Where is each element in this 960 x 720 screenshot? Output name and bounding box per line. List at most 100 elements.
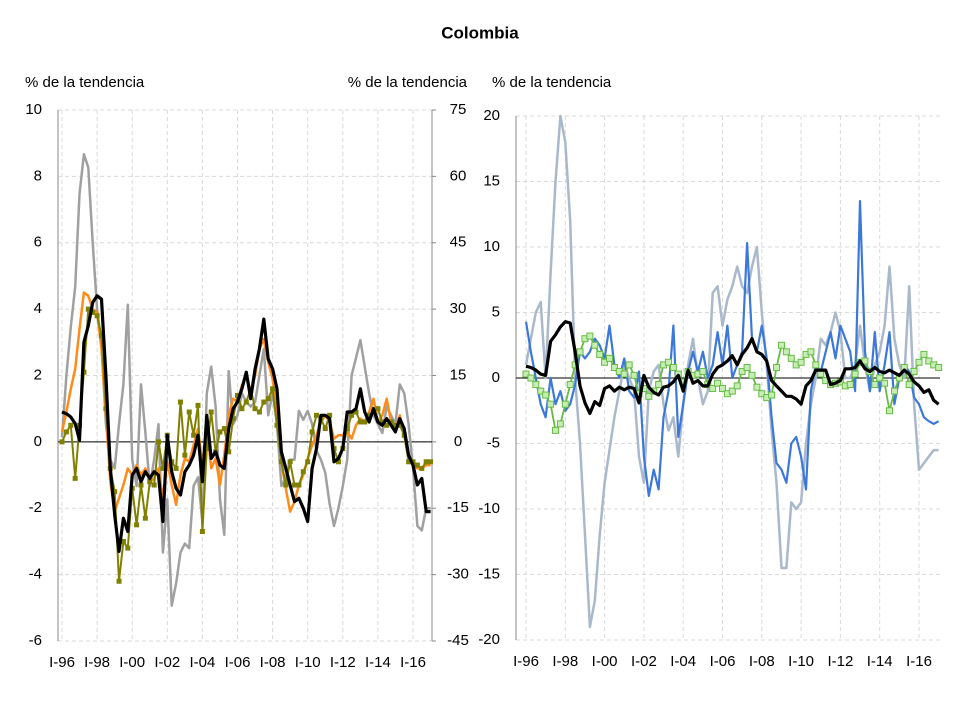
series-marker — [186, 409, 192, 415]
series-marker — [664, 358, 672, 366]
series-marker — [375, 406, 381, 412]
x-tick-label: I-00 — [119, 654, 145, 671]
y-axis-label: % de la tendencia — [25, 74, 145, 91]
series-marker — [313, 412, 319, 418]
series-marker — [116, 578, 122, 584]
x-tick-label: I-00 — [592, 653, 618, 670]
series-marker — [423, 459, 429, 465]
y-tick-label: -20 — [478, 631, 500, 648]
series-marker — [561, 400, 569, 408]
series-marker — [714, 379, 722, 387]
x-tick-label: I-16 — [400, 654, 426, 671]
x-tick-label: I-04 — [670, 653, 696, 670]
series-marker — [265, 396, 271, 402]
series-marker — [876, 374, 884, 382]
y2-axis-label: % de la tendencia — [348, 74, 468, 91]
y-tick-label: 6 — [34, 234, 42, 251]
series-marker — [357, 419, 363, 425]
series-marker — [733, 382, 741, 390]
series-marker — [414, 462, 420, 468]
x-tick-label: I-06 — [225, 654, 251, 671]
series-marker — [243, 399, 249, 405]
y2-tick-label: -15 — [447, 499, 469, 516]
series-marker — [283, 482, 289, 488]
series-marker — [812, 361, 820, 369]
x-tick-label: I-98 — [84, 654, 110, 671]
series-marker — [138, 482, 144, 488]
series-marker — [576, 348, 584, 356]
series-marker — [871, 381, 879, 389]
series-marker — [419, 465, 425, 471]
y-tick-label: -15 — [478, 565, 500, 582]
series-marker — [915, 358, 923, 366]
series-marker — [728, 387, 736, 395]
series-marker — [94, 313, 100, 319]
series-marker — [147, 479, 153, 485]
series-marker — [645, 392, 653, 400]
series-marker — [208, 409, 214, 415]
y-tick-label: -2 — [29, 499, 42, 516]
series-marker — [300, 469, 306, 475]
y2-tick-label: 60 — [450, 167, 467, 184]
x-tick-label: I-02 — [631, 653, 657, 670]
x-tick-label: I-08 — [260, 654, 286, 671]
series-marker — [910, 367, 918, 375]
series-marker — [296, 482, 302, 488]
series-marker — [797, 358, 805, 366]
x-tick-label: I-02 — [154, 654, 180, 671]
x-tick-label: I-10 — [788, 653, 814, 670]
series-marker — [935, 364, 943, 372]
series-marker — [125, 545, 131, 551]
series-marker — [59, 439, 65, 445]
y-tick-label: 5 — [492, 303, 500, 320]
y2-tick-label: -30 — [447, 566, 469, 583]
series-marker — [177, 399, 183, 405]
series-marker — [522, 370, 530, 378]
series-marker — [586, 332, 594, 340]
y-tick-label: 10 — [25, 101, 42, 118]
series-marker — [773, 364, 781, 372]
x-tick-label: I-08 — [749, 653, 775, 670]
series-marker — [63, 429, 69, 435]
series-marker — [625, 361, 633, 369]
x-tick-label: I-96 — [513, 653, 539, 670]
series-marker — [542, 391, 550, 399]
series-line — [61, 294, 431, 553]
y-tick-label: -4 — [29, 566, 42, 583]
x-tick-label: I-10 — [295, 654, 321, 671]
series-marker — [134, 522, 140, 528]
series-marker — [527, 374, 535, 382]
series-marker — [699, 367, 707, 375]
y-tick-label: -6 — [29, 632, 42, 649]
series-marker — [817, 370, 825, 378]
series-marker — [851, 370, 859, 378]
y-tick-label: 10 — [483, 238, 500, 255]
series-marker — [655, 381, 663, 389]
series-marker — [610, 364, 618, 372]
y-tick-label: -10 — [478, 500, 500, 517]
y2-tick-label: 45 — [450, 234, 467, 251]
x-tick-label: I-12 — [330, 654, 356, 671]
series-marker — [287, 459, 293, 465]
series-marker — [630, 371, 638, 379]
series-line — [524, 200, 940, 497]
series-marker — [881, 379, 889, 387]
series-marker — [305, 459, 311, 465]
series-marker — [537, 387, 545, 395]
series-marker — [738, 367, 746, 375]
series-marker — [173, 465, 179, 471]
series-marker — [532, 381, 540, 389]
series-marker — [551, 426, 559, 434]
x-tick-label: I-14 — [867, 653, 893, 670]
series-marker — [151, 482, 157, 488]
x-tick-label: I-04 — [189, 654, 215, 671]
series-marker — [591, 341, 599, 349]
series-marker — [807, 348, 815, 356]
series-marker — [261, 399, 267, 405]
series-marker — [753, 383, 761, 391]
series-marker — [768, 391, 776, 399]
series-marker — [905, 381, 913, 389]
series-marker — [322, 426, 328, 432]
series-marker — [925, 357, 933, 365]
series-marker — [601, 358, 609, 366]
